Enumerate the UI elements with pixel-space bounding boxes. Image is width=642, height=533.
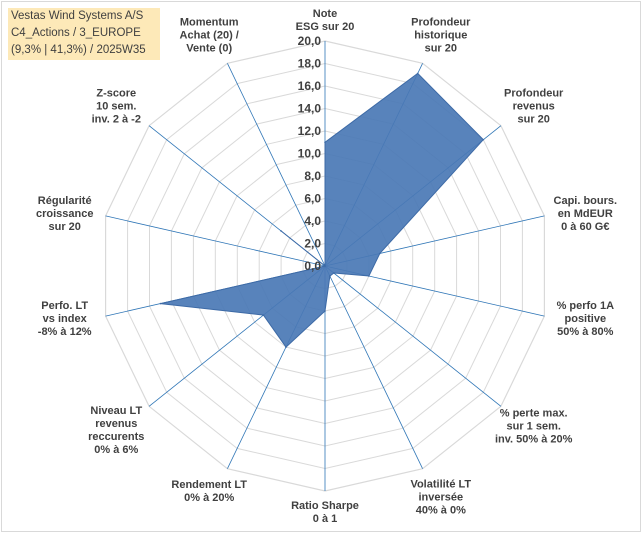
category-label-line: Régularité — [38, 195, 92, 207]
category-label-line: ESG sur 20 — [296, 21, 355, 33]
category-label-line: positive — [565, 313, 607, 325]
category-label-line: Profondeur — [504, 88, 564, 100]
category-label: Z-score 10 sem. inv. 2 à -2 — [92, 88, 141, 126]
period-stats: (9,3% | 41,3%) / 2025W35 — [11, 44, 146, 56]
category-label: Régularité croissance sur 20 — [36, 195, 93, 233]
category-label-line: inv. 2 à -2 — [92, 114, 141, 126]
category-label-line: Volatilité LT — [410, 479, 471, 491]
series-area — [160, 72, 484, 348]
series-point — [368, 275, 370, 277]
category-label-line: reccurents — [88, 431, 144, 443]
radial-tick-label: 10,0 — [298, 147, 322, 161]
category-label-line: 0% à 20% — [184, 492, 234, 504]
category-label-line: Ratio Sharpe — [291, 500, 359, 512]
category-path: C4_Actions / 3_EUROPE — [11, 27, 141, 39]
category-label-line: historique — [414, 29, 467, 41]
category-label-line: Note — [313, 8, 337, 20]
axis-spoke — [324, 265, 423, 469]
category-label-line: 0 à 60 G€ — [561, 221, 609, 233]
category-label: Volatilité LT inversée 40% à 0% — [410, 479, 471, 517]
category-label-line: en MdEUR — [558, 208, 613, 220]
chart-info-box: Vestas Wind Systems A/S C4_Actions / 3_E… — [8, 8, 160, 60]
series-point — [324, 310, 326, 312]
radar-series — [159, 72, 485, 348]
category-label-line: Perfo. LT — [41, 300, 88, 312]
radial-tick-label: 12,0 — [298, 124, 322, 138]
category-label: Momentum Achat (20) / Vente (0) — [180, 16, 239, 54]
radial-tick-label: 4,0 — [304, 214, 321, 228]
category-label-line: Rendement LT — [171, 479, 247, 491]
category-label-line: Z-score — [96, 88, 136, 100]
category-label: Note ESG sur 20 — [296, 8, 355, 33]
series-point — [324, 141, 326, 144]
category-label-line: sur 20 — [425, 42, 457, 54]
radial-tick-label: 6,0 — [304, 192, 321, 206]
category-label-line: Momentum — [180, 16, 239, 28]
category-labels: Note ESG sur 20 Profondeur historique sur 20… — [36, 8, 617, 525]
category-label: Capi. bours. en MdEUR 0 à 60 G€ — [554, 195, 618, 233]
category-label-line: % perte max. — [500, 407, 568, 419]
series-point — [379, 252, 381, 255]
category-label-line: revenus — [513, 101, 555, 113]
series-point — [285, 346, 287, 348]
series-point — [159, 302, 162, 305]
category-label-line: -8% à 12% — [38, 326, 92, 338]
series-point — [416, 72, 419, 75]
category-label-line: sur 20 — [517, 114, 549, 126]
category-label: Profondeur historique sur 20 — [411, 16, 471, 54]
category-label-line: Achat (20) / — [180, 29, 239, 41]
series-point — [262, 314, 265, 316]
category-label-line: Capi. bours. — [554, 195, 618, 207]
category-label-line: vs index — [43, 313, 88, 325]
category-label: % perte max. sur 1 sem. inv. 50% à 20% — [495, 407, 573, 445]
radial-tick-label: 20,0 — [298, 34, 322, 48]
series-point — [329, 275, 331, 277]
company-name: Vestas Wind Systems A/S — [11, 10, 144, 22]
category-label-line: Vente (0) — [186, 42, 232, 54]
axis-spoke — [105, 215, 326, 267]
radial-tick-label: 8,0 — [304, 169, 321, 183]
category-label-line: Niveau LT — [90, 405, 142, 417]
category-label: Niveau LT revenus reccurents 0% à 6% — [88, 405, 144, 456]
category-label-line: inv. 50% à 20% — [495, 433, 573, 445]
series-point — [280, 230, 282, 232]
series-point — [333, 272, 335, 274]
category-label: Perfo. LT vs index -8% à 12% — [38, 300, 92, 338]
radial-tick-labels: 0,0 2,0 4,0 6,0 8,0 10,0 12,0 14,0 16,0 18,0 20,0 — [298, 34, 322, 273]
series-point — [482, 138, 485, 141]
category-label-line: sur 20 — [48, 221, 80, 233]
radial-tick-label: 2,0 — [304, 237, 321, 251]
category-label-line: % perfo 1A — [557, 300, 615, 312]
category-label-line: inversée — [418, 492, 463, 504]
category-label: % perfo 1A positive 50% à 80% — [557, 300, 615, 338]
radial-tick-label: 0,0 — [304, 259, 321, 273]
category-label-line: 10 sem. — [96, 101, 136, 113]
radial-tick-label: 18,0 — [298, 57, 322, 71]
category-label: Profondeur revenus sur 20 — [504, 88, 564, 126]
category-label-line: 0% à 6% — [94, 444, 138, 456]
series-point — [324, 265, 326, 267]
category-label-line: croissance — [36, 208, 93, 220]
category-label-line: sur 1 sem. — [506, 420, 560, 432]
category-label: Rendement LT 0% à 20% — [171, 479, 247, 504]
category-label: Ratio Sharpe 0 à 1 — [291, 500, 359, 525]
category-label-line: Profondeur — [411, 16, 471, 28]
radial-tick-label: 14,0 — [298, 102, 322, 116]
axis-spoke — [324, 265, 502, 407]
axis-spoke — [227, 63, 326, 267]
radial-tick-label: 16,0 — [298, 79, 322, 93]
category-label-line: 0 à 1 — [313, 513, 337, 525]
category-label-line: 40% à 0% — [416, 505, 466, 517]
category-label-line: revenus — [95, 418, 137, 430]
category-label-line: 50% à 80% — [557, 326, 613, 338]
